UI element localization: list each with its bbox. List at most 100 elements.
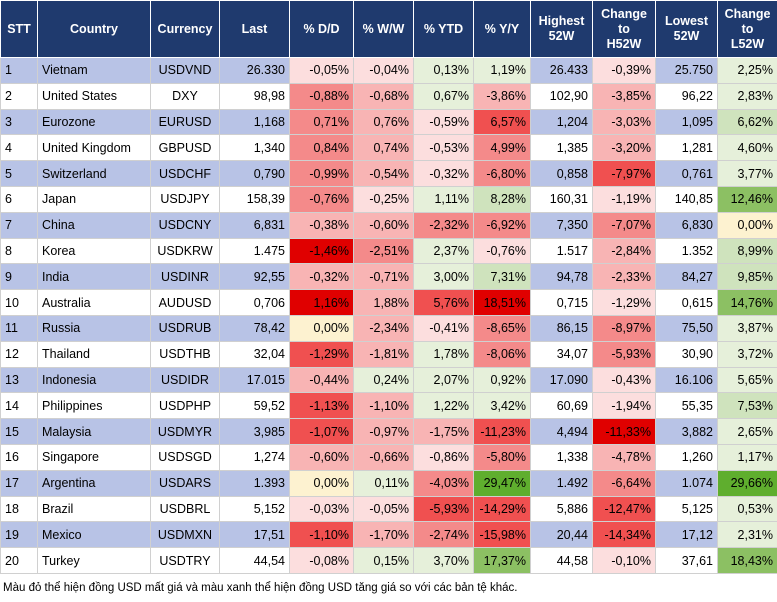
table-cell: 12,46% bbox=[717, 185, 777, 213]
table-cell: 37,61 bbox=[655, 547, 718, 574]
table-cell: 30,90 bbox=[655, 340, 718, 368]
table-cell: -2,51% bbox=[353, 237, 414, 265]
table-cell: 0,67% bbox=[413, 82, 474, 110]
column-header: % W/W bbox=[353, 0, 414, 58]
table-cell: -1,94% bbox=[592, 392, 656, 420]
table-cell: India bbox=[37, 263, 151, 291]
table-row: 9 India USDINR 92,55 -0,32% -0,71% 3,00% 7,31% 9… bbox=[0, 263, 777, 291]
table-cell: -14,29% bbox=[473, 495, 531, 523]
column-header: % YTD bbox=[413, 0, 474, 58]
table-cell: -11,23% bbox=[473, 418, 531, 445]
table-row: 11 Russia USDRUB 78,42 0,00% -2,34% -0,41% -8,6… bbox=[0, 314, 777, 342]
table-cell: 78,42 bbox=[219, 314, 290, 342]
table-cell: 1,274 bbox=[219, 443, 290, 471]
table-cell: AUDUSD bbox=[150, 289, 220, 316]
table-cell: -1,07% bbox=[289, 418, 354, 445]
table-cell: 96,22 bbox=[655, 82, 718, 110]
column-header: Currency bbox=[150, 0, 220, 58]
table-cell: 15 bbox=[0, 418, 38, 445]
column-header: Lowest 52W bbox=[655, 0, 718, 58]
table-cell: 29,66% bbox=[717, 469, 777, 497]
table-cell: 1,260 bbox=[655, 443, 718, 471]
table-cell: 7,31% bbox=[473, 263, 531, 291]
table-cell: 20,44 bbox=[530, 521, 593, 549]
table-cell: 4,99% bbox=[473, 134, 531, 162]
table-cell: 5,886 bbox=[530, 495, 593, 523]
table-cell: 14,76% bbox=[717, 289, 777, 316]
table-cell: -0,66% bbox=[353, 443, 414, 471]
table-cell: USDSGD bbox=[150, 443, 220, 471]
table-cell: 20 bbox=[0, 547, 38, 574]
table-cell: 1.352 bbox=[655, 237, 718, 265]
table-cell: 1.517 bbox=[530, 237, 593, 265]
table-cell: 84,27 bbox=[655, 263, 718, 291]
table-cell: -0,68% bbox=[353, 82, 414, 110]
table-cell: 1,19% bbox=[473, 57, 531, 84]
table-cell: 0,00% bbox=[289, 314, 354, 342]
table-row: 20 Turkey USDTRY 44,54 -0,08% 0,15% 3,70% 17,37… bbox=[0, 547, 777, 574]
table-cell: USDJPY bbox=[150, 185, 220, 213]
table-cell: 7 bbox=[0, 211, 38, 239]
table-cell: 5 bbox=[0, 160, 38, 187]
table-cell: Switzerland bbox=[37, 160, 151, 187]
column-header: Highest 52W bbox=[530, 0, 593, 58]
table-cell: -0,53% bbox=[413, 134, 474, 162]
table-cell: 2,25% bbox=[717, 57, 777, 84]
table-cell: 86,15 bbox=[530, 314, 593, 342]
table-cell: -0,76% bbox=[473, 237, 531, 265]
table-cell: 1,17% bbox=[717, 443, 777, 471]
table-cell: USDVND bbox=[150, 57, 220, 84]
table-cell: 0,84% bbox=[289, 134, 354, 162]
table-cell: -7,97% bbox=[592, 160, 656, 187]
table-cell: 2,07% bbox=[413, 366, 474, 394]
table-cell: -2,84% bbox=[592, 237, 656, 265]
table-row: 14 Philippines USDPHP 59,52 -1,13% -1,10% 1,22… bbox=[0, 392, 777, 420]
table-cell: -0,71% bbox=[353, 263, 414, 291]
table-cell: -3,86% bbox=[473, 82, 531, 110]
table-cell: -3,85% bbox=[592, 82, 656, 110]
table-cell: -0,44% bbox=[289, 366, 354, 394]
table-cell: -0,76% bbox=[289, 185, 354, 213]
table-cell: 0,15% bbox=[353, 547, 414, 574]
table-cell: USDPHP bbox=[150, 392, 220, 420]
table-cell: 0,11% bbox=[353, 469, 414, 497]
table-cell: 9 bbox=[0, 263, 38, 291]
fx-table: STT Country Currency Last% D/D% W/W% YTD% Y… bbox=[0, 0, 777, 574]
table-cell: 3,77% bbox=[717, 160, 777, 187]
table-cell: 160,31 bbox=[530, 185, 593, 213]
table-cell: -0,39% bbox=[592, 57, 656, 84]
table-cell: -0,32% bbox=[413, 160, 474, 187]
table-cell: USDARS bbox=[150, 469, 220, 497]
table-cell: 0,74% bbox=[353, 134, 414, 162]
table-cell: 26.433 bbox=[530, 57, 593, 84]
table-cell: -2,33% bbox=[592, 263, 656, 291]
table-cell: GBPUSD bbox=[150, 134, 220, 162]
table-cell: Eurozone bbox=[37, 108, 151, 136]
table-cell: 17.090 bbox=[530, 366, 593, 394]
table-cell: 17,12 bbox=[655, 521, 718, 549]
table-cell: -0,60% bbox=[289, 443, 354, 471]
table-row: 18 Brazil USDBRL 5,152 -0,03% -0,05% -5,93% -14… bbox=[0, 495, 777, 523]
table-cell: -0,03% bbox=[289, 495, 354, 523]
table-cell: -0,59% bbox=[413, 108, 474, 136]
table-cell: 29,47% bbox=[473, 469, 531, 497]
table-cell: 0,00% bbox=[289, 469, 354, 497]
table-cell: -0,38% bbox=[289, 211, 354, 239]
table-row: 1 Vietnam USDVND 26.330 -0,05% -0,04% 0,13% 1,1… bbox=[0, 57, 777, 84]
table-row: 16 Singapore USDSGD 1,274 -0,60% -0,66% -0,86%… bbox=[0, 443, 777, 471]
table-cell: -1,29% bbox=[592, 289, 656, 316]
table-cell: 17,51 bbox=[219, 521, 290, 549]
table-cell: 102,90 bbox=[530, 82, 593, 110]
table-cell: Brazil bbox=[37, 495, 151, 523]
table-cell: 0,76% bbox=[353, 108, 414, 136]
column-header: Change to H52W bbox=[592, 0, 656, 58]
table-cell: 0,92% bbox=[473, 366, 531, 394]
table-cell: -1,29% bbox=[289, 340, 354, 368]
table-cell: 6,62% bbox=[717, 108, 777, 136]
footnote: Màu đỏ thể hiện đồng USD mất giá và màu … bbox=[3, 581, 518, 594]
table-cell: DXY bbox=[150, 82, 220, 110]
table-cell: -6,80% bbox=[473, 160, 531, 187]
table-cell: USDRUB bbox=[150, 314, 220, 342]
table-cell: 18,43% bbox=[717, 547, 777, 574]
table-cell: 5,65% bbox=[717, 366, 777, 394]
